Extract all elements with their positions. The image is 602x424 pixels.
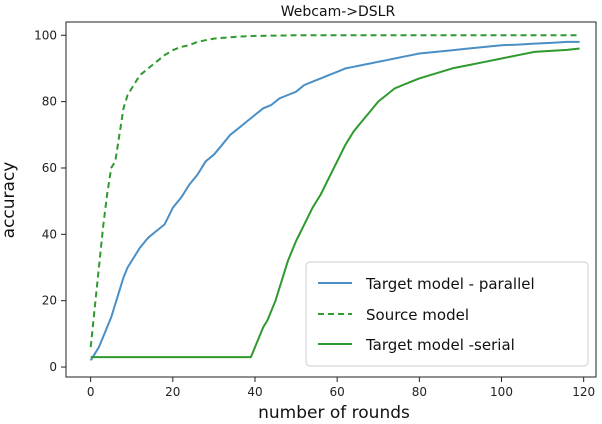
y-tick-label: 0: [49, 360, 57, 374]
legend-box: [305, 261, 589, 367]
y-tick-label: 100: [34, 28, 57, 42]
x-tick-label: 60: [330, 385, 345, 399]
x-axis-label: number of rounds: [258, 403, 410, 423]
x-tick-label: 80: [412, 385, 427, 399]
x-tick-label: 120: [572, 385, 595, 399]
series-line-source: [89, 34, 580, 348]
x-tick-label: 20: [165, 385, 180, 399]
series-line-target-parallel: [89, 40, 580, 361]
y-tick-label: 40: [42, 227, 57, 241]
x-tick-label: 0: [87, 385, 95, 399]
y-tick-label: 80: [42, 95, 57, 109]
series-group: [89, 34, 580, 361]
legend-label-target-parallel: Target model - parallel: [365, 275, 535, 293]
series-line-target-serial: [90, 47, 580, 359]
y-tick-label: 20: [42, 294, 57, 308]
y-tick-label: 60: [42, 161, 57, 175]
legend-label-target-serial: Target model -serial: [365, 336, 515, 354]
legend: Target model - parallel Source model Tar…: [305, 261, 589, 367]
chart-title: Webcam->DSLR: [281, 4, 396, 20]
legend-label-source: Source model: [366, 306, 469, 324]
x-tick-label: 40: [247, 385, 262, 399]
y-axis-label: accuracy: [0, 162, 19, 239]
plot-frame: [65, 21, 597, 378]
axis-ticks: 0 20 40 60 80 100 120 0 20 40 60 80 100: [34, 28, 595, 399]
x-tick-label: 100: [490, 385, 513, 399]
